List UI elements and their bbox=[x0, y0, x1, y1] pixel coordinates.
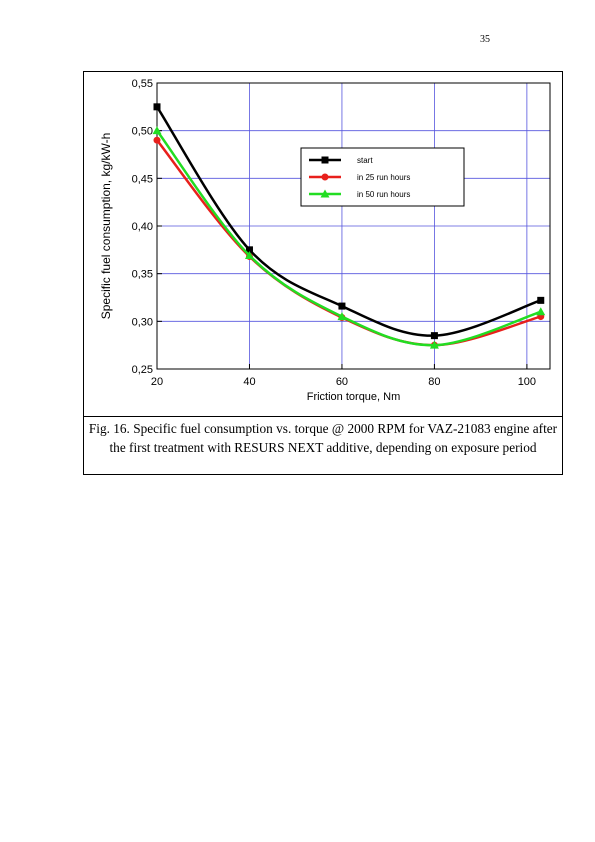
y-tick-label: 0,25 bbox=[132, 364, 153, 376]
data-point bbox=[153, 103, 161, 111]
data-point bbox=[429, 340, 439, 349]
x-tick-label: 60 bbox=[336, 376, 348, 388]
x-tick-label: 40 bbox=[243, 376, 255, 388]
x-axis-label: Friction torque, Nm bbox=[307, 391, 401, 403]
legend-label: start bbox=[357, 156, 373, 165]
x-tick-label: 20 bbox=[151, 376, 163, 388]
plot-border bbox=[156, 82, 551, 370]
data-point bbox=[537, 296, 545, 304]
data-point bbox=[536, 307, 546, 316]
y-tick-label: 0,40 bbox=[132, 221, 153, 233]
series-line bbox=[155, 129, 542, 347]
x-tick-label: 100 bbox=[518, 376, 536, 388]
y-tick-label: 0,30 bbox=[132, 316, 153, 328]
y-tick-label: 0,35 bbox=[132, 269, 153, 281]
x-tick-label: 80 bbox=[428, 376, 440, 388]
data-point bbox=[152, 126, 162, 135]
chart: 0,25 0,30 0,35 0,40 0,45 0,50 0,55 20 40 60 80 100 F… bbox=[99, 78, 551, 403]
figure-caption: Fig. 16. Specific fuel consumption vs. t… bbox=[84, 416, 562, 474]
data-point bbox=[321, 173, 329, 181]
y-tick-label: 0,50 bbox=[132, 126, 153, 138]
legend-label: in 50 run hours bbox=[357, 190, 410, 199]
y-axis-label: Specific fuel consumption, kg/kW-h bbox=[99, 133, 113, 320]
data-point bbox=[320, 189, 330, 198]
data-point bbox=[338, 302, 346, 310]
legend: start in 25 run hours in 50 run hours bbox=[300, 147, 465, 207]
y-tick-label: 0,45 bbox=[132, 173, 153, 185]
data-point bbox=[245, 246, 253, 254]
data-point bbox=[153, 136, 161, 144]
data-point bbox=[430, 332, 438, 340]
data-point bbox=[321, 156, 329, 164]
data-point bbox=[244, 251, 254, 260]
figure-frame: 0,25 0,30 0,35 0,40 0,45 0,50 0,55 20 40 60 80 100 F… bbox=[83, 71, 563, 475]
series-line bbox=[155, 106, 542, 337]
page-number: 35 bbox=[480, 34, 490, 45]
legend-label: in 25 run hours bbox=[357, 173, 410, 182]
y-tick-label: 0,55 bbox=[132, 78, 153, 90]
data-point bbox=[337, 312, 347, 321]
